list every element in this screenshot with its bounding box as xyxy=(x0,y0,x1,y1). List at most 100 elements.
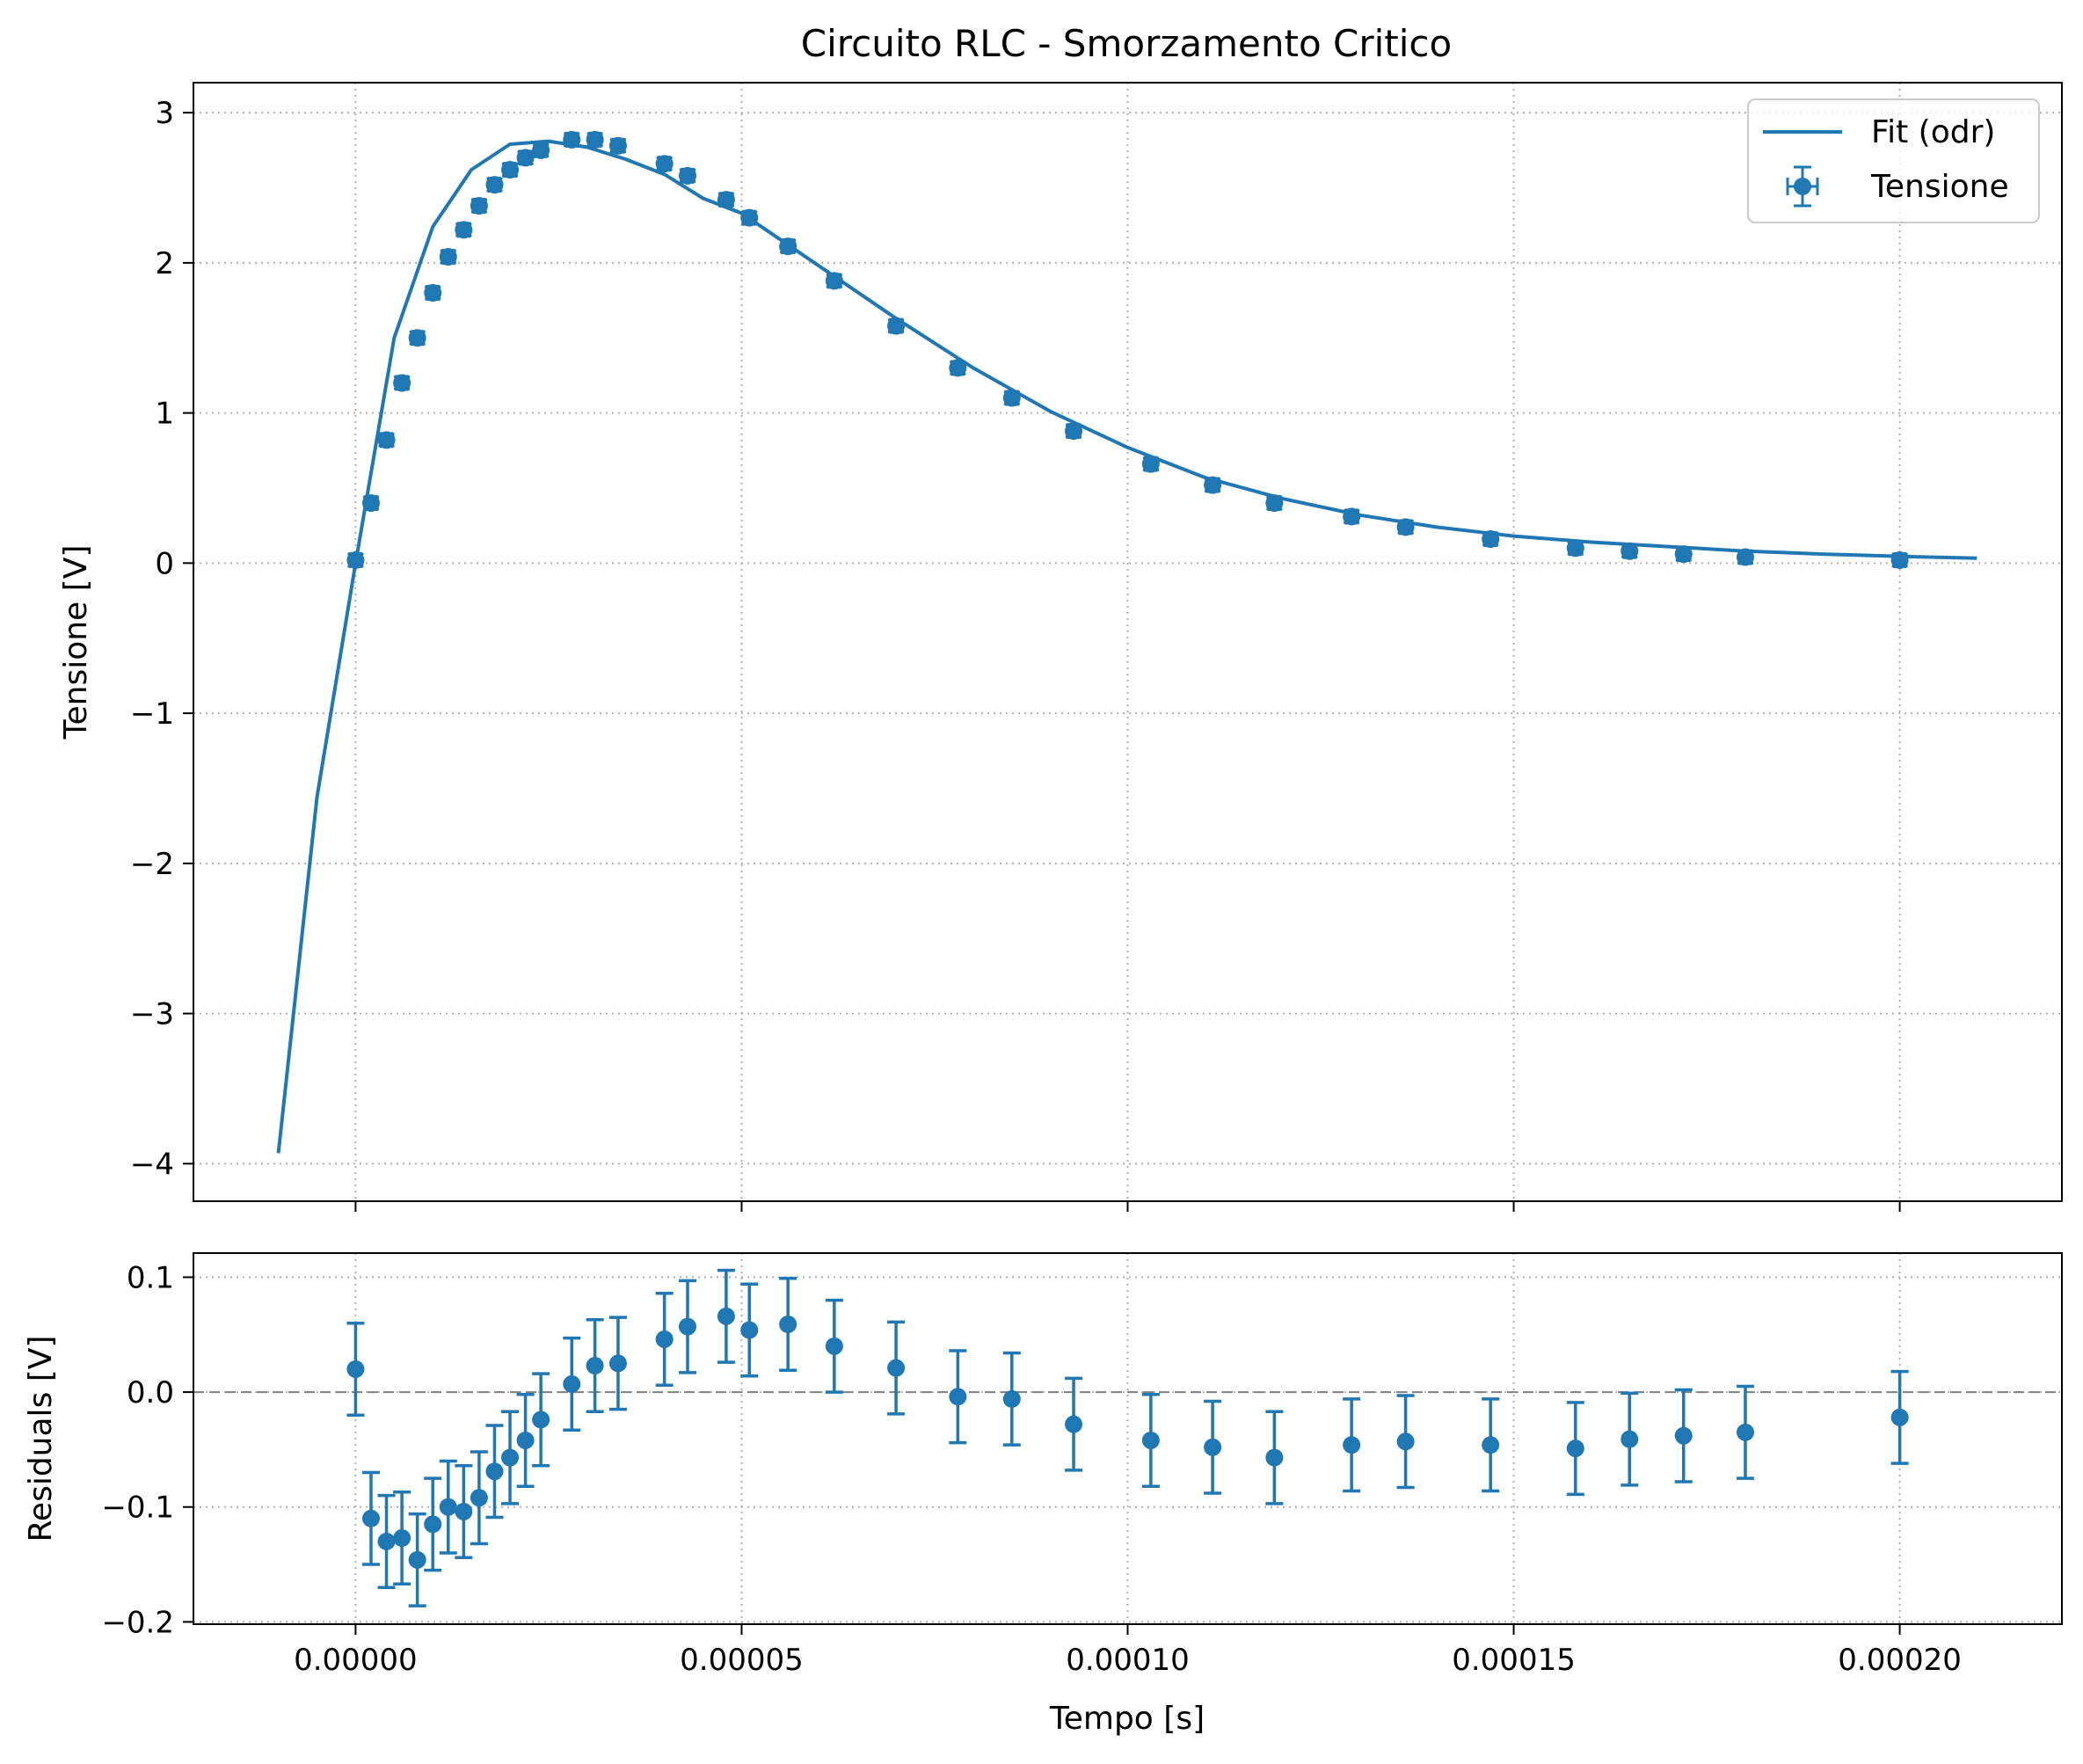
x-tick-label: 0.00010 xyxy=(1066,1643,1190,1678)
tensione-point xyxy=(1566,539,1584,558)
x-tick-label: 0.00020 xyxy=(1838,1643,1962,1678)
bottom-panel: 0.00000 0.00005 0.00010 0.00015 0.00020 −0.2… xyxy=(23,1252,2063,1737)
residual-point xyxy=(393,1491,412,1586)
residual-point xyxy=(377,1493,396,1589)
bottom-y-tick-label: −0.1 xyxy=(101,1491,174,1526)
bottom-y-tick-label: −0.2 xyxy=(101,1605,174,1640)
residual-point xyxy=(655,1291,674,1387)
tensione-point xyxy=(377,431,396,449)
residual-point xyxy=(1674,1388,1693,1483)
top-x-ticks xyxy=(354,1201,1901,1212)
residual-point xyxy=(717,1268,735,1364)
tensione-point xyxy=(825,272,843,290)
tensione-point xyxy=(779,237,798,256)
tensione-point xyxy=(1065,422,1083,441)
chart-title: Circuito RLC - Smorzamento Critico xyxy=(801,22,1452,65)
residual-series xyxy=(346,1268,1909,1607)
top-y-tick-label: 1 xyxy=(155,397,174,432)
bottom-y-tick-label: 0.0 xyxy=(127,1375,174,1410)
tensione-point xyxy=(408,329,426,347)
tensione-point xyxy=(424,284,442,303)
tensione-point xyxy=(501,161,520,179)
residual-point xyxy=(346,1321,365,1417)
residual-point xyxy=(779,1276,798,1373)
residual-point xyxy=(1065,1376,1083,1472)
top-y-tick-label: −2 xyxy=(130,847,174,882)
residual-point xyxy=(1736,1384,1754,1480)
residual-point xyxy=(1396,1394,1415,1490)
residual-point xyxy=(949,1349,967,1445)
top-y-tick-label: 0 xyxy=(155,546,174,581)
residual-point xyxy=(1343,1397,1361,1493)
residual-point xyxy=(1204,1399,1222,1495)
tensione-point xyxy=(1141,455,1160,473)
bottom-grid xyxy=(193,1253,2062,1624)
top-y-axis-label: Tensione [V] xyxy=(58,545,94,740)
tensione-point xyxy=(361,494,380,513)
residual-point xyxy=(563,1336,581,1432)
residual-point xyxy=(1621,1391,1639,1487)
tensione-point xyxy=(1204,476,1222,494)
x-tick-label: 0.00015 xyxy=(1452,1643,1576,1678)
top-y-tick-label: −4 xyxy=(130,1147,174,1182)
tensione-point xyxy=(655,155,674,173)
top-grid xyxy=(193,83,2062,1201)
tensione-point xyxy=(1674,545,1693,564)
x-axis-label: Tempo [s] xyxy=(1049,1701,1205,1737)
legend-tensione-swatch xyxy=(1786,165,1819,208)
legend: Fit (odr) Tensione xyxy=(1747,98,2040,223)
residual-point xyxy=(1890,1369,1909,1465)
residual-point xyxy=(408,1512,426,1607)
residual-point xyxy=(825,1298,843,1394)
residual-point xyxy=(361,1470,380,1566)
legend-fit-label: Fit (odr) xyxy=(1871,114,1995,150)
top-panel: −4 −3 −2 −1 0 1 2 3 Tensione [V] Fit (odr) Tens… xyxy=(58,82,2063,1212)
top-y-tick-label: −1 xyxy=(130,696,174,732)
residual-point xyxy=(1002,1351,1021,1447)
bottom-y-axis-label: Residuals [V] xyxy=(23,1336,59,1542)
x-tick-label: 0.00000 xyxy=(294,1643,418,1678)
residual-point xyxy=(1566,1401,1584,1497)
tensione-point xyxy=(678,166,696,185)
tensione-point xyxy=(485,176,504,194)
residual-point xyxy=(586,1318,604,1414)
residual-point xyxy=(1482,1397,1500,1493)
legend-tensione-label: Tensione xyxy=(1870,169,2009,205)
tensione-point xyxy=(439,248,457,266)
residual-point xyxy=(608,1316,627,1411)
tensione-point xyxy=(740,208,759,227)
tensione-point xyxy=(717,191,735,209)
tensione-point xyxy=(516,149,535,167)
residual-point xyxy=(485,1424,504,1520)
tensione-point xyxy=(1002,389,1021,407)
tensione-point xyxy=(1890,550,1909,569)
residual-point xyxy=(678,1279,696,1374)
tensione-point xyxy=(608,136,627,155)
residual-point xyxy=(516,1392,535,1488)
tensione-series xyxy=(346,130,1909,569)
tensione-point xyxy=(532,141,550,159)
tensione-point xyxy=(563,130,581,149)
bottom-y-ticks: −0.2 −0.1 0.0 0.1 xyxy=(101,1260,193,1640)
top-y-tick-label: 2 xyxy=(155,246,174,281)
residual-point xyxy=(501,1410,520,1505)
residual-point xyxy=(439,1459,457,1555)
top-y-tick-label: 3 xyxy=(155,96,174,131)
tensione-point xyxy=(1736,548,1754,566)
tensione-point xyxy=(1396,518,1415,536)
residual-point xyxy=(532,1372,550,1468)
x-tick-label: 0.00005 xyxy=(680,1643,804,1678)
tensione-point xyxy=(887,317,906,335)
tensione-point xyxy=(1343,507,1361,526)
top-y-ticks: −4 −3 −2 −1 0 1 2 3 xyxy=(130,96,193,1182)
top-y-tick-label: −3 xyxy=(130,997,174,1032)
residual-point xyxy=(887,1320,906,1416)
residual-point xyxy=(455,1463,473,1559)
residual-point xyxy=(424,1476,442,1572)
tensione-point xyxy=(346,550,365,569)
tensione-point xyxy=(393,374,412,392)
residual-point xyxy=(1265,1410,1284,1505)
tensione-point xyxy=(1482,530,1500,549)
